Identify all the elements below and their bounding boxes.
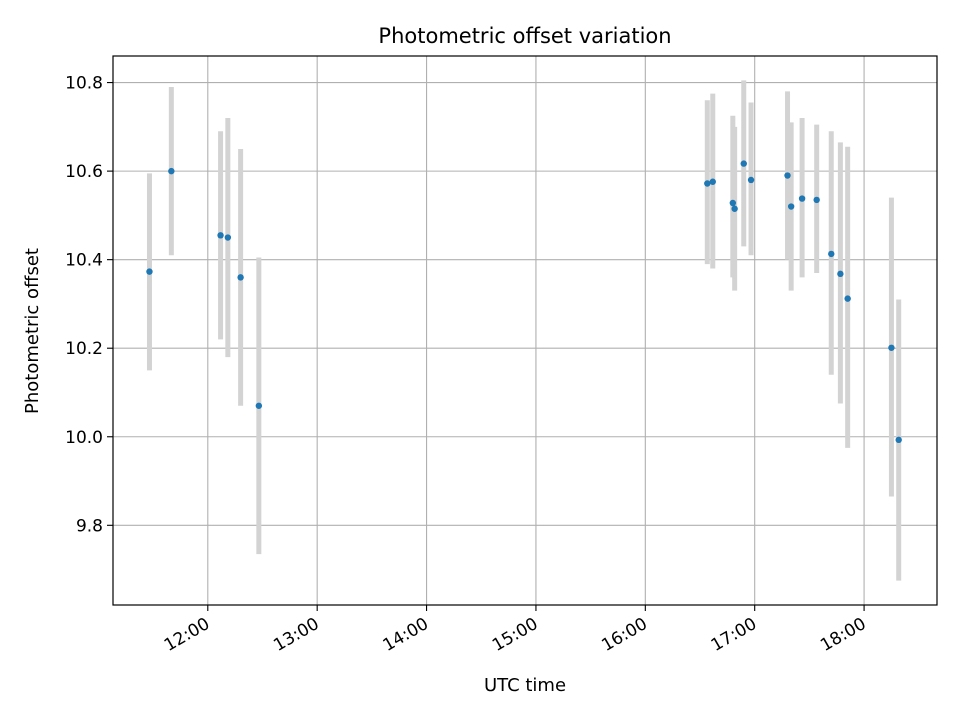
y-tick-label: 10.0 [65, 428, 103, 448]
data-point [255, 402, 263, 409]
grid [113, 56, 937, 605]
y-axis-label: Photometric offset [22, 248, 43, 414]
y-tick-label: 9.8 [76, 516, 103, 536]
data-point [813, 196, 820, 204]
data-point [237, 274, 244, 281]
data-point [844, 295, 851, 302]
x-axis-label: UTC time [484, 675, 566, 696]
data-point [224, 234, 232, 241]
data-point [731, 205, 738, 212]
y-tick-label: 10.2 [65, 339, 103, 359]
data-point [895, 436, 902, 444]
y-tick-label: 10.8 [65, 74, 103, 94]
data-point [709, 178, 716, 185]
y-tick-label: 10.6 [65, 162, 103, 182]
data-point [798, 195, 806, 202]
data-point [146, 268, 153, 275]
data-point [828, 250, 835, 258]
data-point [217, 232, 224, 239]
data-point [787, 203, 795, 210]
data-point [784, 172, 791, 179]
data-point [747, 176, 755, 184]
data-point [729, 199, 737, 207]
data-point [837, 270, 844, 278]
y-tick-label: 10.4 [65, 251, 103, 271]
plot-frame [112, 55, 938, 606]
data-points [146, 160, 902, 444]
data-point [888, 344, 895, 351]
y-axis-ticks: 9.8 10.0 10.2 10.4 10.6 10.8 [65, 74, 113, 536]
chart-title: Photometric offset variation [378, 24, 671, 48]
data-point [740, 160, 747, 167]
data-point [704, 180, 711, 187]
data-point [168, 167, 175, 175]
